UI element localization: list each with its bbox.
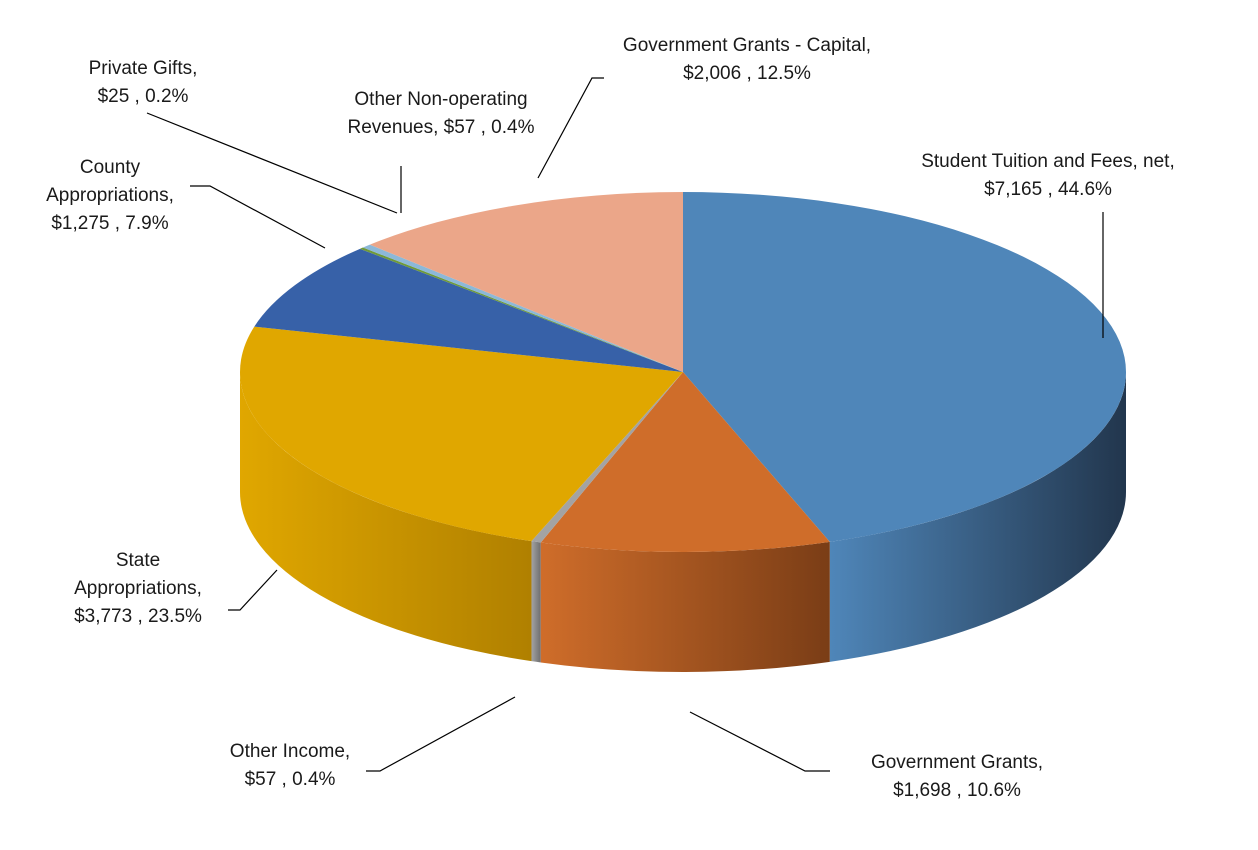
slice-student-tuition-and-fees-net: [683, 192, 1126, 542]
leader-government-grants-capital: [537, 77, 604, 179]
side-student-tuition-and-fees-net: [829, 372, 1126, 662]
label-line: $2,006 , 12.5%: [683, 63, 811, 84]
label-line: Government Grants - Capital,: [623, 35, 871, 56]
label-line: $57 , 0.4%: [245, 769, 336, 790]
pie-sides: [240, 372, 1126, 672]
label-line: $7,165 , 44.6%: [984, 179, 1112, 200]
slice-government-grants-capital: [369, 192, 683, 372]
label-line: Appropriations,: [74, 578, 202, 599]
label-line: $3,773 , 23.5%: [74, 606, 202, 627]
label-line: Other Non-operating: [354, 89, 527, 110]
pie-tops: [239, 192, 1126, 552]
label-line: $25 , 0.2%: [98, 86, 189, 107]
side-government-grants: [540, 541, 830, 672]
label-county-appropriations: County Appropriations, $1,275 , 7.9%: [46, 157, 174, 234]
leader-other-income: [366, 696, 516, 772]
label-other-income: Other Income, $57 , 0.4%: [230, 741, 350, 790]
slice-private-gifts: [359, 247, 683, 372]
side-state-appropriations: [240, 372, 532, 662]
label-line: Student Tuition and Fees, net,: [921, 151, 1175, 172]
slice-other-income: [531, 372, 683, 543]
label-state-appropriations: State Appropriations, $3,773 , 23.5%: [74, 550, 202, 627]
label-student-tuition-and-fees-net: Student Tuition and Fees, net, $7,165 , 4…: [921, 151, 1175, 200]
label-line: Government Grants,: [871, 752, 1043, 773]
label-line: County: [80, 157, 141, 178]
leader-government-grants: [689, 711, 830, 772]
leader-county-appropriations: [190, 185, 326, 249]
slice-other-non-operating-revenues: [362, 244, 683, 372]
side-other-income: [531, 541, 541, 663]
label-government-grants-capital: Government Grants - Capital, $2,006 , 12.…: [623, 35, 871, 84]
slice-state-appropriations: [239, 326, 683, 542]
label-line: State: [116, 550, 160, 571]
label-government-grants: Government Grants, $1,698 , 10.6%: [871, 752, 1043, 801]
label-line: Appropriations,: [46, 185, 174, 206]
leader-lines: [146, 77, 1104, 772]
label-line: Other Income,: [230, 741, 350, 762]
label-line: $1,698 , 10.6%: [893, 780, 1021, 801]
slice-county-appropriations: [254, 248, 683, 372]
label-line: Private Gifts,: [89, 58, 198, 79]
label-line: $1,275 , 7.9%: [51, 213, 168, 234]
label-line: Revenues, $57 , 0.4%: [348, 117, 535, 138]
leader-state-appropriations: [228, 569, 278, 611]
label-private-gifts: Private Gifts, $25 , 0.2%: [89, 58, 198, 107]
slice-government-grants: [540, 372, 830, 552]
label-other-non-operating-revenues: Other Non-operating Revenues, $57 , 0.4%: [348, 89, 535, 138]
data-labels: Student Tuition and Fees, net, $7,165 , 4…: [46, 35, 1175, 801]
leader-private-gifts: [146, 112, 398, 214]
